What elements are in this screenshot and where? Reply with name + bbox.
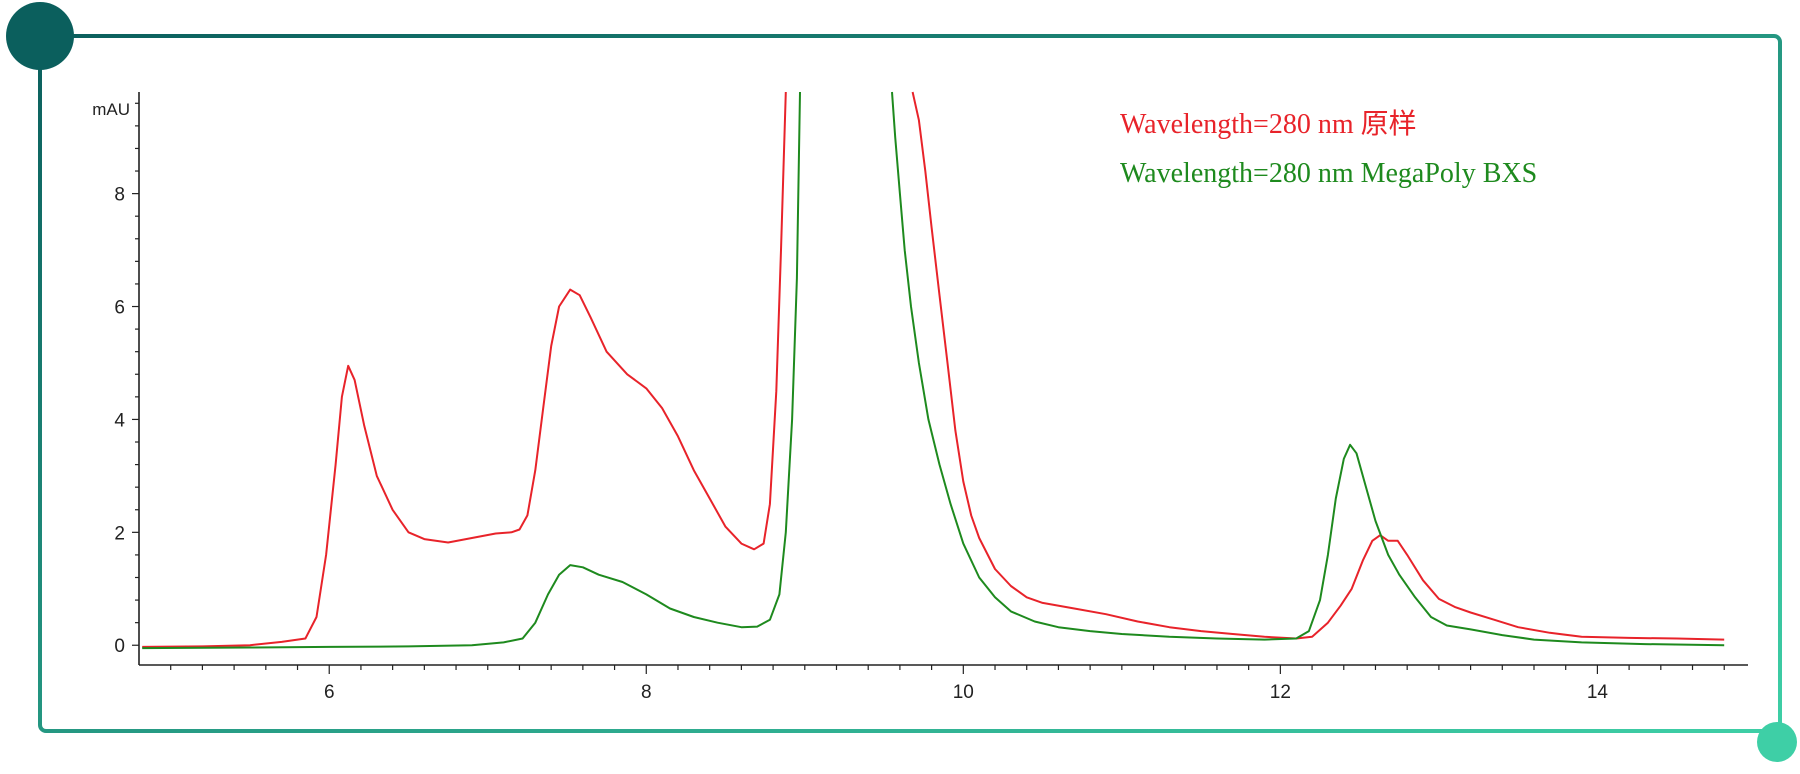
y-tick-label: 8 (114, 185, 125, 206)
legend: Wavelength=280 nm 原样 Wavelength=280 nm M… (1120, 108, 1537, 189)
chromatogram-chart: 6 8 10 12 14 0 2 4 6 8 mAU Wavelength=280 nm 原样 … (92, 91, 1748, 703)
legend-entry-original-sample: Wavelength=280 nm 原样 (1120, 108, 1417, 140)
series-line-megapoly-bxs-seg1 (142, 91, 801, 650)
x-tick-label: 12 (1270, 682, 1291, 703)
x-ticks: 6 8 10 12 14 (170, 665, 1725, 703)
frame-corner-dot-bottom-right (1757, 722, 1797, 762)
series-line-original-sample-seg1 (142, 91, 787, 648)
y-axis-label: mAU (92, 100, 130, 119)
series-line-megapoly-bxs-seg2 (891, 91, 1725, 647)
y-tick-label: 2 (114, 523, 125, 544)
legend-entry-megapoly-bxs: Wavelength=280 nm MegaPoly BXS (1120, 158, 1537, 189)
x-tick-label: 14 (1587, 682, 1609, 703)
y-tick-label: 6 (114, 298, 125, 319)
frame-corner-dot-top-left (6, 2, 74, 70)
y-ticks: 0 2 4 6 8 (114, 102, 139, 657)
y-tick-label: 4 (114, 410, 125, 431)
x-tick-label: 6 (324, 682, 335, 703)
series-layer (142, 91, 1725, 650)
frame-border (38, 34, 1782, 733)
y-tick-label: 0 (114, 636, 125, 657)
x-tick-label: 10 (953, 682, 974, 703)
x-tick-label: 8 (641, 682, 652, 703)
